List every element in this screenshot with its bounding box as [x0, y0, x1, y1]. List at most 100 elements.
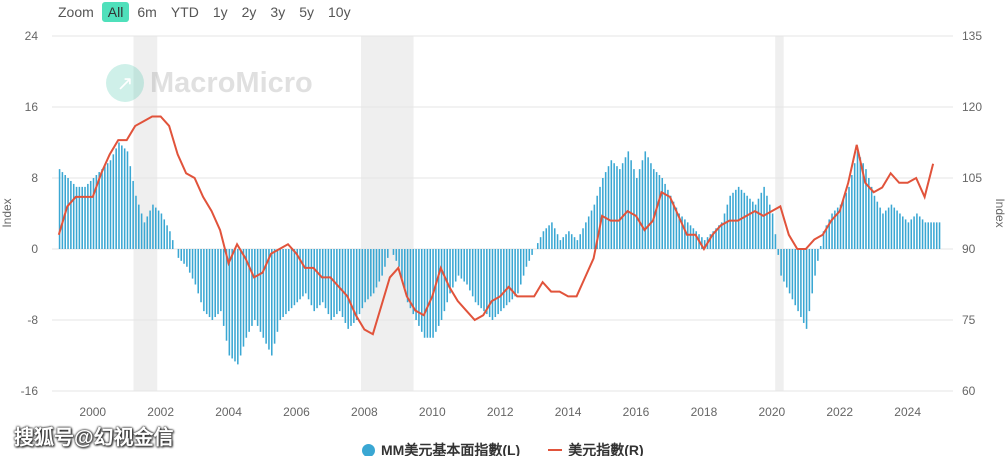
index-bar: [808, 249, 811, 312]
index-bar: [896, 210, 898, 249]
left-axis-tick: -16: [21, 384, 39, 398]
index-bar: [879, 207, 881, 249]
left-axis-tick: 16: [25, 100, 39, 114]
index-bar: [746, 195, 748, 249]
index-bar: [67, 178, 69, 249]
index-bar: [904, 219, 907, 249]
index-bar: [163, 219, 166, 249]
legend-item-bars[interactable]: MM美元基本面指數(L): [381, 442, 521, 456]
index-bar: [834, 210, 836, 249]
index-bar: [483, 249, 485, 312]
index-bar: [839, 204, 842, 249]
recession-band: [775, 36, 784, 391]
legend-item-line[interactable]: 美元指數(R): [568, 442, 644, 456]
index-bar: [415, 249, 417, 320]
index-bar: [412, 249, 415, 315]
index-bar: [104, 166, 106, 249]
index-bar: [500, 249, 502, 312]
zoom-all-button[interactable]: All: [101, 2, 130, 22]
index-bar: [644, 151, 647, 249]
index-bar: [777, 249, 780, 255]
index-bar: [98, 172, 100, 249]
index-bar: [709, 234, 712, 249]
index-bar: [333, 249, 335, 318]
index-bar: [817, 249, 819, 261]
zoom-label: Zoom: [58, 4, 94, 20]
index-bar: [302, 249, 304, 297]
macromicro-logo-icon: ↗: [106, 64, 144, 102]
index-bar: [259, 249, 262, 332]
index-bar: [132, 180, 134, 249]
zoom-5y-button[interactable]: 5y: [299, 4, 314, 20]
index-bar: [330, 249, 332, 320]
recession-band: [133, 36, 158, 391]
index-bar: [545, 228, 548, 249]
index-bar: [115, 148, 117, 249]
index-bar: [769, 204, 771, 249]
index-bar: [290, 249, 293, 309]
x-axis-tick: 2016: [623, 405, 650, 419]
index-bar: [695, 231, 697, 249]
index-bar: [752, 201, 754, 249]
x-axis-tick: 2002: [147, 405, 174, 419]
index-bar: [372, 249, 375, 294]
index-bar: [262, 249, 265, 338]
index-bar: [299, 249, 301, 300]
index-bar: [471, 249, 474, 297]
index-bar: [624, 157, 627, 249]
index-bar: [562, 237, 565, 249]
index-bar: [251, 249, 253, 326]
index-bar: [200, 249, 202, 303]
index-bar: [214, 249, 216, 318]
index-bar: [785, 249, 788, 288]
x-axis-tick: 2004: [215, 405, 242, 419]
index-bar: [672, 201, 675, 249]
index-bar: [248, 249, 250, 332]
index-bar: [138, 204, 140, 249]
right-axis-tick: 75: [962, 313, 976, 327]
index-bar: [140, 213, 143, 249]
index-bar: [715, 228, 717, 249]
index-bar: [242, 249, 245, 347]
index-bar: [491, 249, 494, 320]
zoom-1y-button[interactable]: 1y: [212, 4, 228, 20]
index-bar: [101, 169, 103, 249]
index-bar: [568, 231, 570, 249]
index-bar: [828, 219, 830, 249]
index-bar: [72, 183, 75, 249]
x-axis-tick: 2000: [79, 405, 106, 419]
left-axis-tick: 8: [31, 171, 38, 185]
index-bar: [123, 148, 126, 249]
index-bar: [851, 175, 853, 249]
index-bar: [188, 249, 191, 273]
zoom-6m-button[interactable]: 6m: [137, 4, 157, 20]
index-bar: [307, 249, 310, 300]
index-bar: [353, 249, 355, 323]
index-bar: [160, 213, 163, 249]
index-bar: [61, 172, 64, 249]
index-bar: [811, 249, 814, 294]
zoom-2y-button[interactable]: 2y: [241, 4, 257, 20]
index-bar: [924, 222, 927, 249]
index-bar: [553, 228, 556, 249]
index-bar: [228, 249, 231, 356]
index-bar: [474, 249, 477, 303]
index-bar: [743, 192, 746, 249]
index-bar: [681, 216, 683, 249]
index-bar: [191, 249, 194, 279]
index-bar: [819, 246, 822, 249]
index-bar: [245, 249, 248, 338]
zoom-3y-button[interactable]: 3y: [270, 4, 286, 20]
index-bar: [384, 249, 386, 267]
index-bar: [203, 249, 205, 312]
x-axis-tick: 2020: [758, 405, 785, 419]
index-bar: [429, 249, 432, 338]
index-bar: [621, 163, 624, 249]
index-bar: [918, 216, 921, 249]
zoom-ytd-button[interactable]: YTD: [170, 4, 199, 20]
index-bar: [602, 178, 604, 249]
index-bar: [89, 180, 92, 249]
index-bar: [375, 249, 378, 288]
zoom-10y-button[interactable]: 10y: [328, 4, 351, 20]
